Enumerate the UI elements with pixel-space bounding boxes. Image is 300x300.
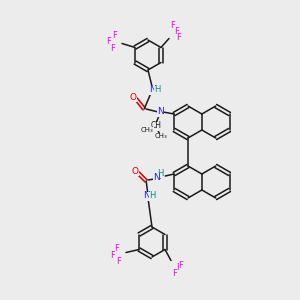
Text: N: N: [157, 107, 164, 116]
Text: F: F: [106, 37, 111, 46]
Text: H: H: [149, 191, 155, 200]
Text: H: H: [154, 85, 160, 94]
Text: F: F: [172, 269, 177, 278]
Text: F: F: [175, 27, 179, 36]
Text: CH: CH: [151, 122, 162, 130]
Text: CH₃: CH₃: [155, 133, 167, 139]
Text: N: N: [153, 172, 160, 182]
Text: N: N: [143, 191, 149, 200]
Text: CH₃: CH₃: [141, 127, 154, 133]
Text: F: F: [112, 31, 117, 40]
Text: F: F: [171, 21, 176, 30]
Text: H: H: [157, 169, 163, 178]
Text: O: O: [130, 92, 136, 101]
Text: F: F: [178, 261, 183, 270]
Text: F: F: [115, 244, 119, 253]
Text: F: F: [177, 33, 182, 42]
Text: F: F: [117, 257, 122, 266]
Text: F: F: [177, 263, 182, 272]
Text: F: F: [111, 44, 116, 53]
Text: N: N: [149, 85, 155, 94]
Text: O: O: [132, 167, 139, 176]
Text: F: F: [111, 251, 116, 260]
